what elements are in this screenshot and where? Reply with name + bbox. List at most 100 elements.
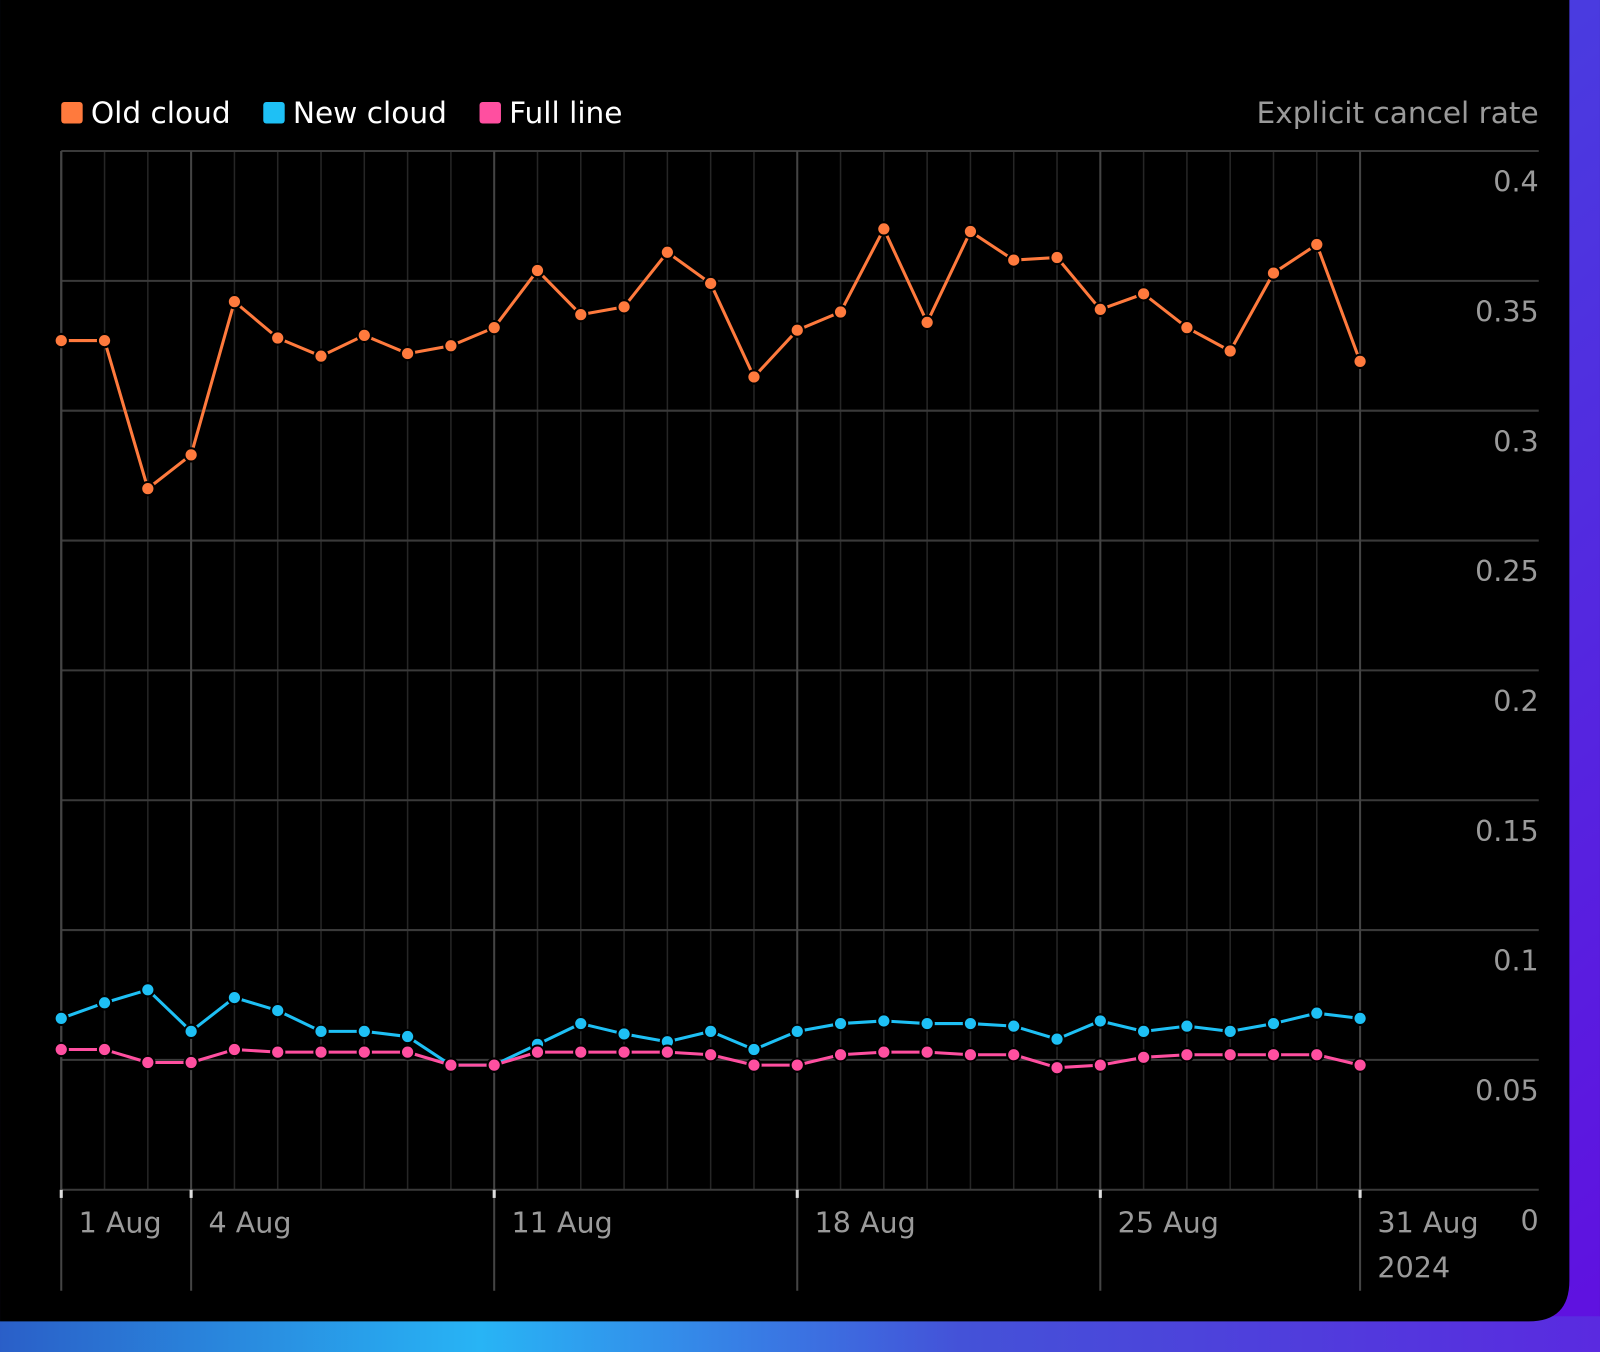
- data-point: [876, 1013, 892, 1029]
- data-point: [746, 369, 762, 385]
- data-point: [96, 1041, 113, 1058]
- data-point: [183, 1054, 199, 1071]
- plot: [53, 221, 1368, 1076]
- data-point: [876, 221, 892, 237]
- data-point: [313, 348, 329, 364]
- data-point: [399, 1044, 416, 1060]
- data-point: [226, 989, 243, 1006]
- y-tick-label: 0.15: [1475, 814, 1539, 848]
- data-point: [53, 1010, 69, 1027]
- data-point: [962, 223, 979, 240]
- data-point: [226, 293, 243, 310]
- data-point: [789, 1057, 805, 1073]
- data-point: [832, 1015, 849, 1032]
- data-point: [1352, 1010, 1368, 1027]
- data-point: [443, 1057, 459, 1073]
- data-point: [399, 345, 416, 362]
- data-point: [832, 1047, 849, 1063]
- data-point: [183, 447, 199, 463]
- data-point: [919, 1044, 935, 1060]
- data-point: [1222, 1023, 1238, 1040]
- data-point: [962, 1047, 979, 1063]
- data-point: [962, 1015, 979, 1032]
- data-point: [140, 1054, 156, 1071]
- data-point: [140, 480, 156, 497]
- data-point: [443, 338, 459, 354]
- data-point: [529, 262, 546, 279]
- data-point: [1352, 353, 1368, 370]
- data-point: [1006, 1018, 1022, 1034]
- x-tick-label: 1 Aug: [79, 1205, 162, 1239]
- x-tick-label: 11 Aug: [512, 1205, 613, 1239]
- x-tick-label: 18 Aug: [815, 1205, 916, 1239]
- y-tick-label: 0.25: [1475, 554, 1539, 588]
- legend-swatch: [263, 102, 285, 124]
- data-point: [1135, 286, 1152, 302]
- data-point: [1265, 1047, 1282, 1063]
- data-point: [616, 299, 632, 315]
- data-point: [703, 1023, 719, 1040]
- y-tick-label: 0.4: [1493, 165, 1538, 199]
- data-point: [1049, 1060, 1065, 1076]
- y-tick-label: 0.05: [1475, 1074, 1539, 1108]
- data-point: [356, 327, 372, 344]
- data-point: [919, 1015, 935, 1032]
- data-point: [746, 1057, 762, 1073]
- data-point: [1309, 1047, 1325, 1063]
- x-tick-label: 4 Aug: [208, 1205, 291, 1239]
- data-point: [573, 306, 589, 323]
- y-tick-label: 0.3: [1493, 424, 1538, 458]
- data-point: [270, 1044, 286, 1060]
- data-point: [53, 332, 69, 349]
- data-point: [226, 1041, 243, 1058]
- data-point: [703, 1047, 719, 1063]
- x-year-label: 2024: [1377, 1250, 1450, 1284]
- data-point: [1265, 265, 1282, 281]
- legend-label: Full line: [509, 96, 622, 130]
- data-point: [876, 1044, 892, 1060]
- data-point: [96, 995, 113, 1011]
- data-point: [399, 1028, 416, 1045]
- legend-swatch: [61, 102, 83, 124]
- data-point: [270, 1002, 286, 1019]
- data-point: [140, 982, 156, 998]
- y-tick-label: 0.35: [1475, 295, 1539, 329]
- data-point: [573, 1015, 589, 1032]
- data-point: [746, 1041, 762, 1058]
- data-point: [356, 1044, 372, 1060]
- data-point: [789, 322, 805, 338]
- data-point: [356, 1023, 372, 1040]
- data-point: [1049, 1031, 1065, 1047]
- data-point: [1092, 1057, 1108, 1073]
- data-point: [1222, 1047, 1238, 1063]
- legend-swatch: [479, 102, 501, 124]
- data-point: [1222, 343, 1238, 359]
- data-point: [529, 1044, 546, 1060]
- data-point: [1352, 1057, 1368, 1073]
- axis-title: Explicit cancel rate: [1257, 96, 1539, 130]
- data-point: [1006, 252, 1022, 268]
- data-point: [270, 330, 286, 346]
- data-point: [1135, 1049, 1152, 1065]
- legend: Old cloud New cloud Full line: [61, 96, 622, 130]
- data-point: [703, 275, 719, 292]
- y-tick-label: 0.2: [1493, 684, 1538, 718]
- data-point: [1092, 301, 1108, 318]
- legend-label: New cloud: [293, 96, 447, 130]
- data-point: [1092, 1013, 1108, 1029]
- data-point: [616, 1026, 632, 1042]
- data-point: [573, 1044, 589, 1060]
- data-point: [53, 1041, 69, 1058]
- data-point: [659, 244, 676, 260]
- data-point: [1265, 1015, 1282, 1032]
- x-tick-label: 31 Aug: [1377, 1205, 1478, 1239]
- y-tick-label: 0: [1521, 1203, 1539, 1237]
- data-point: [1179, 319, 1195, 336]
- data-point: [1135, 1023, 1152, 1040]
- data-point: [1179, 1047, 1195, 1063]
- data-point: [659, 1044, 676, 1060]
- data-point: [183, 1023, 199, 1040]
- data-point: [486, 1057, 502, 1073]
